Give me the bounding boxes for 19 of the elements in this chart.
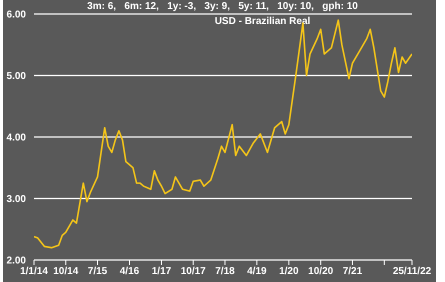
- y-tick-label: 2.00: [6, 256, 26, 267]
- x-tick-label: 4/19: [247, 266, 268, 278]
- x-tick-label: 10/17: [180, 266, 206, 278]
- y-tick-label: 3.00: [6, 194, 26, 206]
- x-tick-label: 7/18: [215, 266, 236, 278]
- x-tick-label: 4/16: [120, 266, 140, 278]
- x-tick-label: 25/11/22: [392, 266, 432, 278]
- x-tick-label: 1/17: [152, 266, 172, 278]
- chart-title: 3m: 6, 6m: 12, 1y: -3, 3y: 9, 5y: 11, 10y: 10, gph: 10: [87, 1, 358, 12]
- x-tick-label: 10/20: [308, 266, 334, 278]
- chart-subtitle: USD - Brazilian Real: [214, 16, 312, 27]
- y-tick-label: 6.00: [6, 10, 26, 21]
- x-tick-label: 7/21: [342, 266, 363, 278]
- x-tick-label: 1/20: [279, 266, 299, 278]
- y-tick-label: 4.00: [6, 132, 26, 144]
- x-tick-label: 7/15: [88, 266, 108, 278]
- x-tick-label: 10/14: [53, 266, 79, 278]
- y-tick-label: 5.00: [6, 71, 26, 82]
- x-tick-label: 1/1/14: [20, 266, 48, 278]
